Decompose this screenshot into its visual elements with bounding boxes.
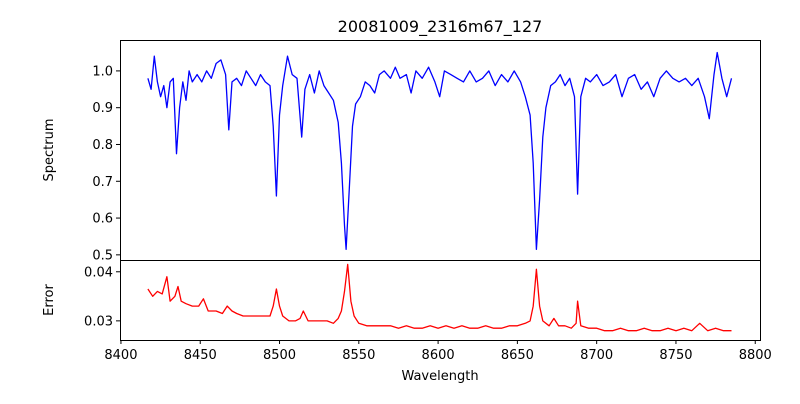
x-tick-label: 8800 — [739, 348, 772, 363]
y-tick-label: 0.7 — [92, 175, 113, 190]
top-y-axis-label: Spectrum — [42, 119, 57, 182]
y-tick-label: 0.8 — [92, 138, 113, 153]
x-tick-label: 8400 — [104, 348, 137, 363]
x-tick-label: 8700 — [580, 348, 613, 363]
x-axis-label: Wavelength — [401, 369, 478, 384]
y-tick-label: 0.5 — [92, 248, 113, 263]
x-tick-label: 8450 — [184, 348, 217, 363]
bottom-axes-frame — [120, 260, 761, 341]
x-tick-label: 8600 — [422, 348, 455, 363]
x-tick-label: 8650 — [501, 348, 534, 363]
bottom-y-axis-label: Error — [42, 284, 57, 316]
y-tick-label: 1.0 — [92, 64, 113, 79]
y-tick-label: 0.9 — [92, 101, 113, 116]
chart-title: 20081009_2316m67_127 — [338, 17, 543, 37]
spectrum-line — [147, 51, 733, 250]
x-tick-label: 8750 — [659, 348, 692, 363]
y-tick-label: 0.03 — [84, 314, 113, 329]
error-line — [147, 263, 732, 332]
x-tick-label: 8500 — [263, 348, 296, 363]
y-tick-label: 0.04 — [84, 265, 113, 280]
y-tick-label: 0.6 — [92, 212, 113, 227]
x-tick-label: 8550 — [342, 348, 375, 363]
